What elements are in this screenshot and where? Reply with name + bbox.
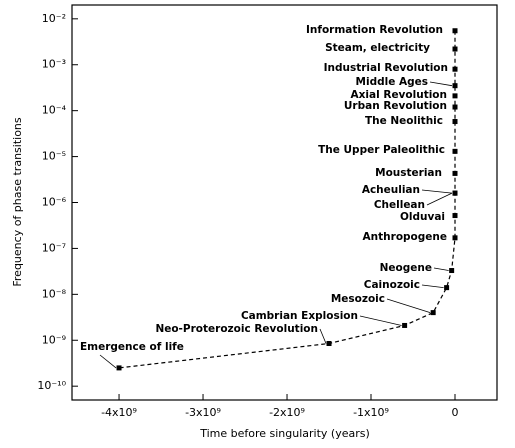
point bbox=[452, 46, 458, 52]
arrow bbox=[319, 328, 327, 344]
y-tick-label: 10⁻⁸ bbox=[42, 287, 67, 300]
point-label: Axial Revolution bbox=[351, 89, 447, 101]
point bbox=[452, 93, 458, 99]
point bbox=[452, 119, 458, 125]
point bbox=[452, 190, 458, 196]
x-tick-label: -3x10⁹ bbox=[185, 406, 221, 419]
point bbox=[116, 365, 122, 371]
point bbox=[452, 83, 458, 89]
point bbox=[452, 170, 458, 176]
point bbox=[452, 66, 458, 72]
point bbox=[444, 285, 450, 291]
x-tick-label: -2x10⁹ bbox=[269, 406, 305, 419]
point-label: The Upper Paleolithic bbox=[318, 144, 445, 156]
point-label: Cainozoic bbox=[364, 279, 420, 291]
arrow bbox=[359, 315, 402, 326]
point-label: Information Revolution bbox=[306, 24, 443, 36]
arrow bbox=[421, 284, 444, 289]
y-tick-label: 10⁻² bbox=[42, 12, 66, 25]
point-label: Mesozoic bbox=[331, 293, 385, 305]
point-label: Urban Revolution bbox=[344, 100, 447, 112]
point bbox=[326, 340, 332, 346]
arrow bbox=[386, 298, 431, 313]
point-label: Chellean bbox=[374, 199, 425, 211]
y-axis-title: Frequency of phase transitions bbox=[11, 117, 24, 287]
point bbox=[402, 322, 408, 328]
point-label: Middle Ages bbox=[356, 76, 428, 88]
point bbox=[452, 28, 458, 34]
point-label: Emergence of life bbox=[80, 341, 184, 353]
arrow bbox=[99, 354, 117, 369]
y-tick-label: 10⁻⁷ bbox=[42, 241, 66, 254]
y-tick-label: 10⁻⁶ bbox=[42, 196, 67, 209]
point bbox=[452, 213, 458, 219]
point-label: Neo-Proterozoic Revolution bbox=[155, 323, 318, 335]
x-tick-label: -4x10⁹ bbox=[101, 406, 137, 419]
y-tick-label: 10⁻¹⁰ bbox=[37, 379, 66, 392]
y-tick-label: 10⁻⁴ bbox=[42, 104, 67, 117]
x-tick-label: 0 bbox=[452, 406, 459, 419]
point bbox=[449, 268, 455, 274]
point-label: Mousterian bbox=[375, 167, 442, 179]
trend-line bbox=[118, 30, 456, 369]
point-label: Acheulian bbox=[362, 184, 420, 196]
y-tick-label: 10⁻⁵ bbox=[42, 150, 66, 163]
arrow bbox=[421, 189, 453, 194]
point-label: The Neolithic bbox=[365, 115, 443, 127]
point-label: Olduvai bbox=[400, 211, 445, 223]
point-label: Neogene bbox=[380, 262, 432, 274]
point bbox=[452, 235, 458, 241]
y-tick-label: 10⁻³ bbox=[42, 58, 66, 71]
point-label: Anthropogene bbox=[363, 231, 447, 243]
x-axis-title: Time before singularity (years) bbox=[199, 427, 370, 440]
y-tick-label: 10⁻⁹ bbox=[42, 333, 66, 346]
arrow bbox=[429, 81, 453, 87]
arrow bbox=[426, 192, 453, 206]
point-label: Steam, electricity bbox=[325, 42, 430, 54]
point bbox=[452, 148, 458, 154]
point-label: Industrial Revolution bbox=[324, 62, 448, 74]
point bbox=[430, 310, 436, 316]
point-label: Cambrian Explosion bbox=[241, 310, 358, 322]
point bbox=[452, 104, 458, 110]
x-tick-label: -1x10⁹ bbox=[353, 406, 389, 419]
arrow bbox=[433, 267, 449, 271]
